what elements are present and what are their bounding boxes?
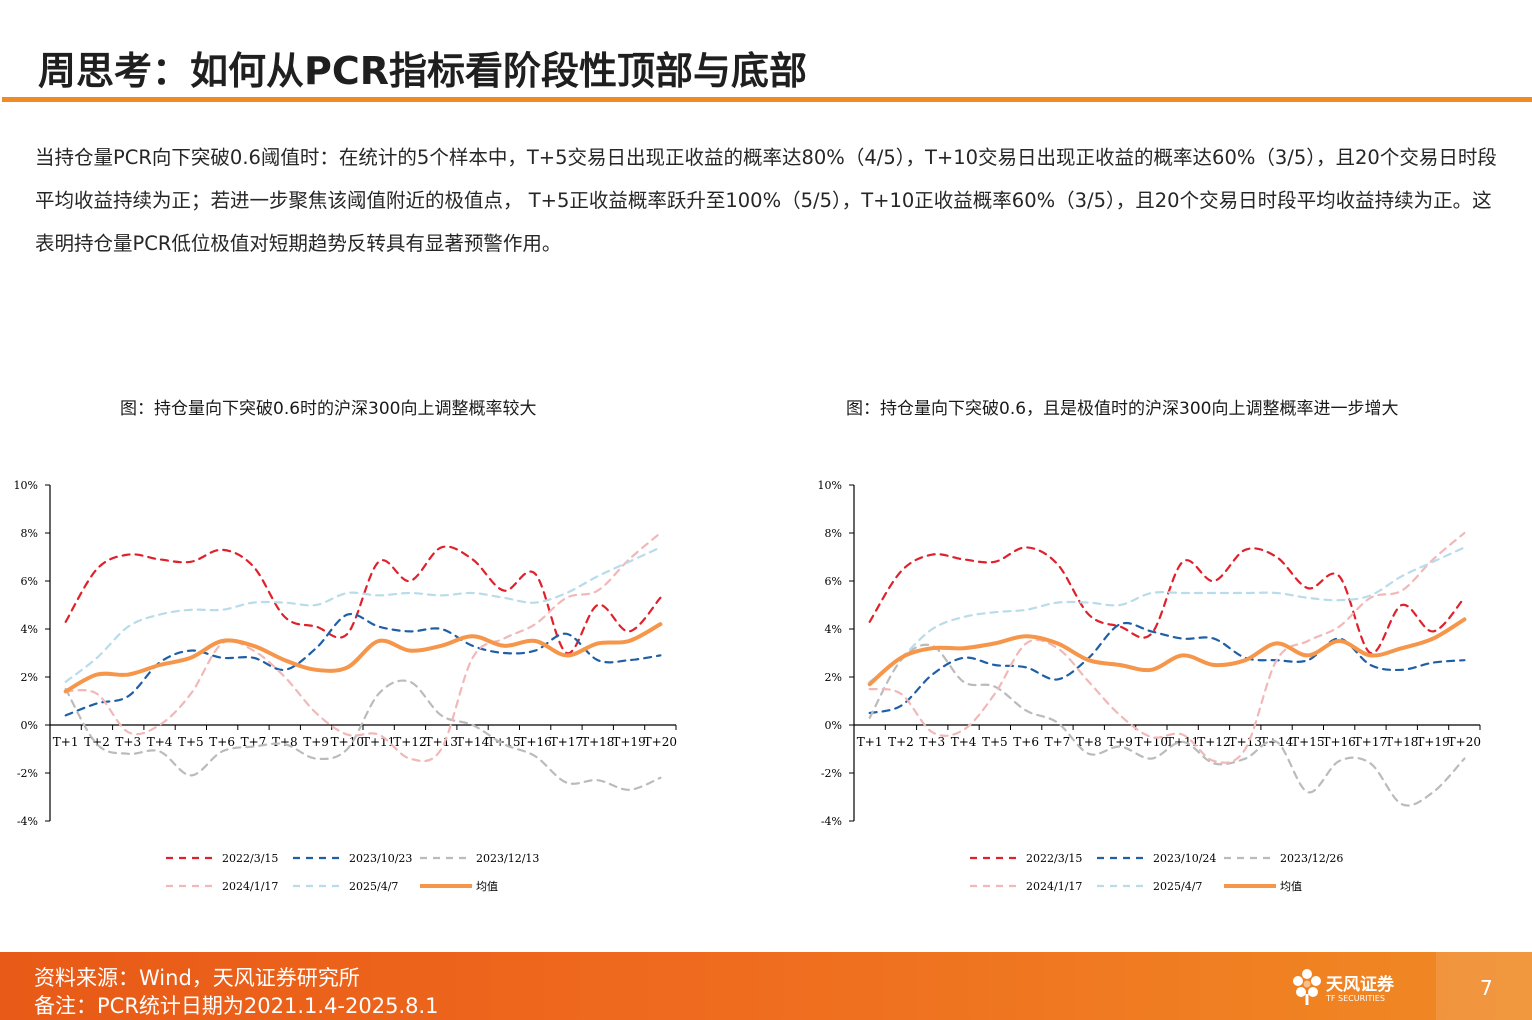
series-line-0 <box>868 546 1466 655</box>
series-line-4 <box>868 546 1466 683</box>
chart-right: -4% -2% 0% 2% 4% 6% 8% 10% T+1 T+2 T+3 T+4 T+5 T+6 T+7… <box>818 479 1481 893</box>
chart-title-right: 图：持仓量向下突破0.6，且是极值时的沪深300向上调整概率进一步增大 <box>846 399 1399 419</box>
y-tick-label: -2% <box>17 767 38 780</box>
x-tick-label: T+9 <box>303 735 329 749</box>
series-line-1 <box>868 622 1466 715</box>
x-tick-label: T+18 <box>581 735 614 749</box>
intro-paragraph: 当持仓量PCR向下突破0.6阈值时：在统计的5个样本中，T+5交易日出现正收益的… <box>35 146 1497 255</box>
legend-label: 2023/10/24 <box>1153 852 1216 865</box>
x-tick-label: T+10 <box>1135 735 1168 749</box>
y-tick-label: 2% <box>21 671 38 684</box>
y-tick-label: 4% <box>21 623 38 636</box>
page-number: 7 <box>1480 976 1493 1000</box>
series-line-2 <box>64 679 662 791</box>
x-tick-label: T+6 <box>1013 735 1039 749</box>
x-tick-label: T+13 <box>425 735 458 749</box>
x-tick-label: T+9 <box>1107 735 1133 749</box>
y-tick-label: 8% <box>825 527 842 540</box>
series-line-1 <box>64 612 662 717</box>
x-tick-label: T+18 <box>1385 735 1418 749</box>
legend-label: 2022/3/15 <box>1026 852 1082 865</box>
x-tick-label: T+19 <box>612 735 645 749</box>
x-tick-label: T+10 <box>331 735 364 749</box>
remark-note: 备注：PCR统计日期为2021.1.4-2025.8.1 <box>34 994 439 1018</box>
x-tick-label: T+8 <box>1076 735 1102 749</box>
x-tick-label: T+20 <box>1448 735 1481 749</box>
x-tick-label: T+17 <box>550 735 583 749</box>
x-tick-label: T+17 <box>1354 735 1387 749</box>
legend-label: 2023/12/26 <box>1280 852 1343 865</box>
y-tick-label: -4% <box>821 815 842 828</box>
x-tick-label: T+2 <box>888 735 914 749</box>
x-tick-label: T+1 <box>53 735 79 749</box>
x-tick-label: T+4 <box>147 735 173 749</box>
legend-label: 2024/1/17 <box>222 880 278 893</box>
y-tick-label: 10% <box>14 479 38 492</box>
title-rule <box>2 97 1532 102</box>
logo-name: 天风证券 <box>1326 975 1394 995</box>
x-tick-label: T+12 <box>1197 735 1230 749</box>
y-tick-label: 2% <box>825 671 842 684</box>
y-tick-label: 8% <box>21 527 38 540</box>
x-tick-label: T+8 <box>272 735 298 749</box>
x-tick-label: T+16 <box>518 735 551 749</box>
series-line-2 <box>868 643 1466 807</box>
x-tick-label: T+6 <box>209 735 235 749</box>
page-title: 周思考：如何从PCR指标看阶段性顶部与底部 <box>38 49 808 93</box>
source-note: 资料来源：Wind，天风证券研究所 <box>34 966 360 990</box>
legend-label: 2025/4/7 <box>1153 880 1202 893</box>
page-number-box <box>1436 952 1532 1020</box>
legend-label: 均值 <box>1280 880 1302 893</box>
x-tick-label: T+15 <box>1291 735 1324 749</box>
legend-label: 2025/4/7 <box>349 880 398 893</box>
y-tick-label: -4% <box>17 815 38 828</box>
x-tick-label: T+5 <box>982 735 1008 749</box>
chart-left: -4%-2%0%2%4%6%8%10%T+1 T+2 T+3 T+4 T+5 T+6 T+7… <box>14 479 677 893</box>
legend-label: 2024/1/17 <box>1026 880 1082 893</box>
x-tick-label: T+20 <box>644 735 677 749</box>
y-tick-label: 0% <box>825 719 842 732</box>
x-tick-label: T+3 <box>919 735 945 749</box>
x-tick-label: T+16 <box>1322 735 1355 749</box>
y-tick-label: 0% <box>21 719 38 732</box>
footer-bar <box>0 952 1532 1020</box>
y-tick-label: 6% <box>21 575 38 588</box>
series-line-3 <box>868 531 1466 764</box>
x-tick-label: T+7 <box>1045 735 1071 749</box>
company-logo: 天风证券 TF SECURITIES <box>1290 966 1440 1010</box>
legend-label: 2022/3/15 <box>222 852 278 865</box>
x-tick-label: T+14 <box>456 735 490 749</box>
flower-logo-icon <box>1293 969 1321 1005</box>
x-tick-label: T+13 <box>1229 735 1262 749</box>
y-tick-label: 10% <box>818 479 842 492</box>
x-tick-label: T+4 <box>951 735 977 749</box>
logo-subtitle: TF SECURITIES <box>1326 994 1385 1003</box>
x-tick-label: T+3 <box>115 735 141 749</box>
chart-title-left: 图：持仓量向下突破0.6时的沪深300向上调整概率较大 <box>120 399 537 419</box>
series-line-5 <box>867 617 1467 687</box>
y-tick-label: 6% <box>825 575 842 588</box>
y-tick-label: -2% <box>821 767 842 780</box>
legend-label: 2023/10/23 <box>349 852 412 865</box>
series-line-0 <box>64 545 662 655</box>
x-tick-label: T+11 <box>362 735 395 749</box>
series-line-3 <box>64 531 662 763</box>
y-tick-label: 4% <box>825 623 842 636</box>
legend-label: 均值 <box>476 880 498 893</box>
series-line-5 <box>63 622 663 694</box>
legend-label: 2023/12/13 <box>476 852 539 865</box>
series-line-4 <box>64 546 662 683</box>
x-tick-label: T+2 <box>84 735 110 749</box>
x-tick-label: T+15 <box>487 735 520 749</box>
x-tick-label: T+19 <box>1416 735 1449 749</box>
x-tick-label: T+5 <box>178 735 204 749</box>
x-tick-label: T+1 <box>857 735 883 749</box>
x-tick-label: T+12 <box>393 735 426 749</box>
